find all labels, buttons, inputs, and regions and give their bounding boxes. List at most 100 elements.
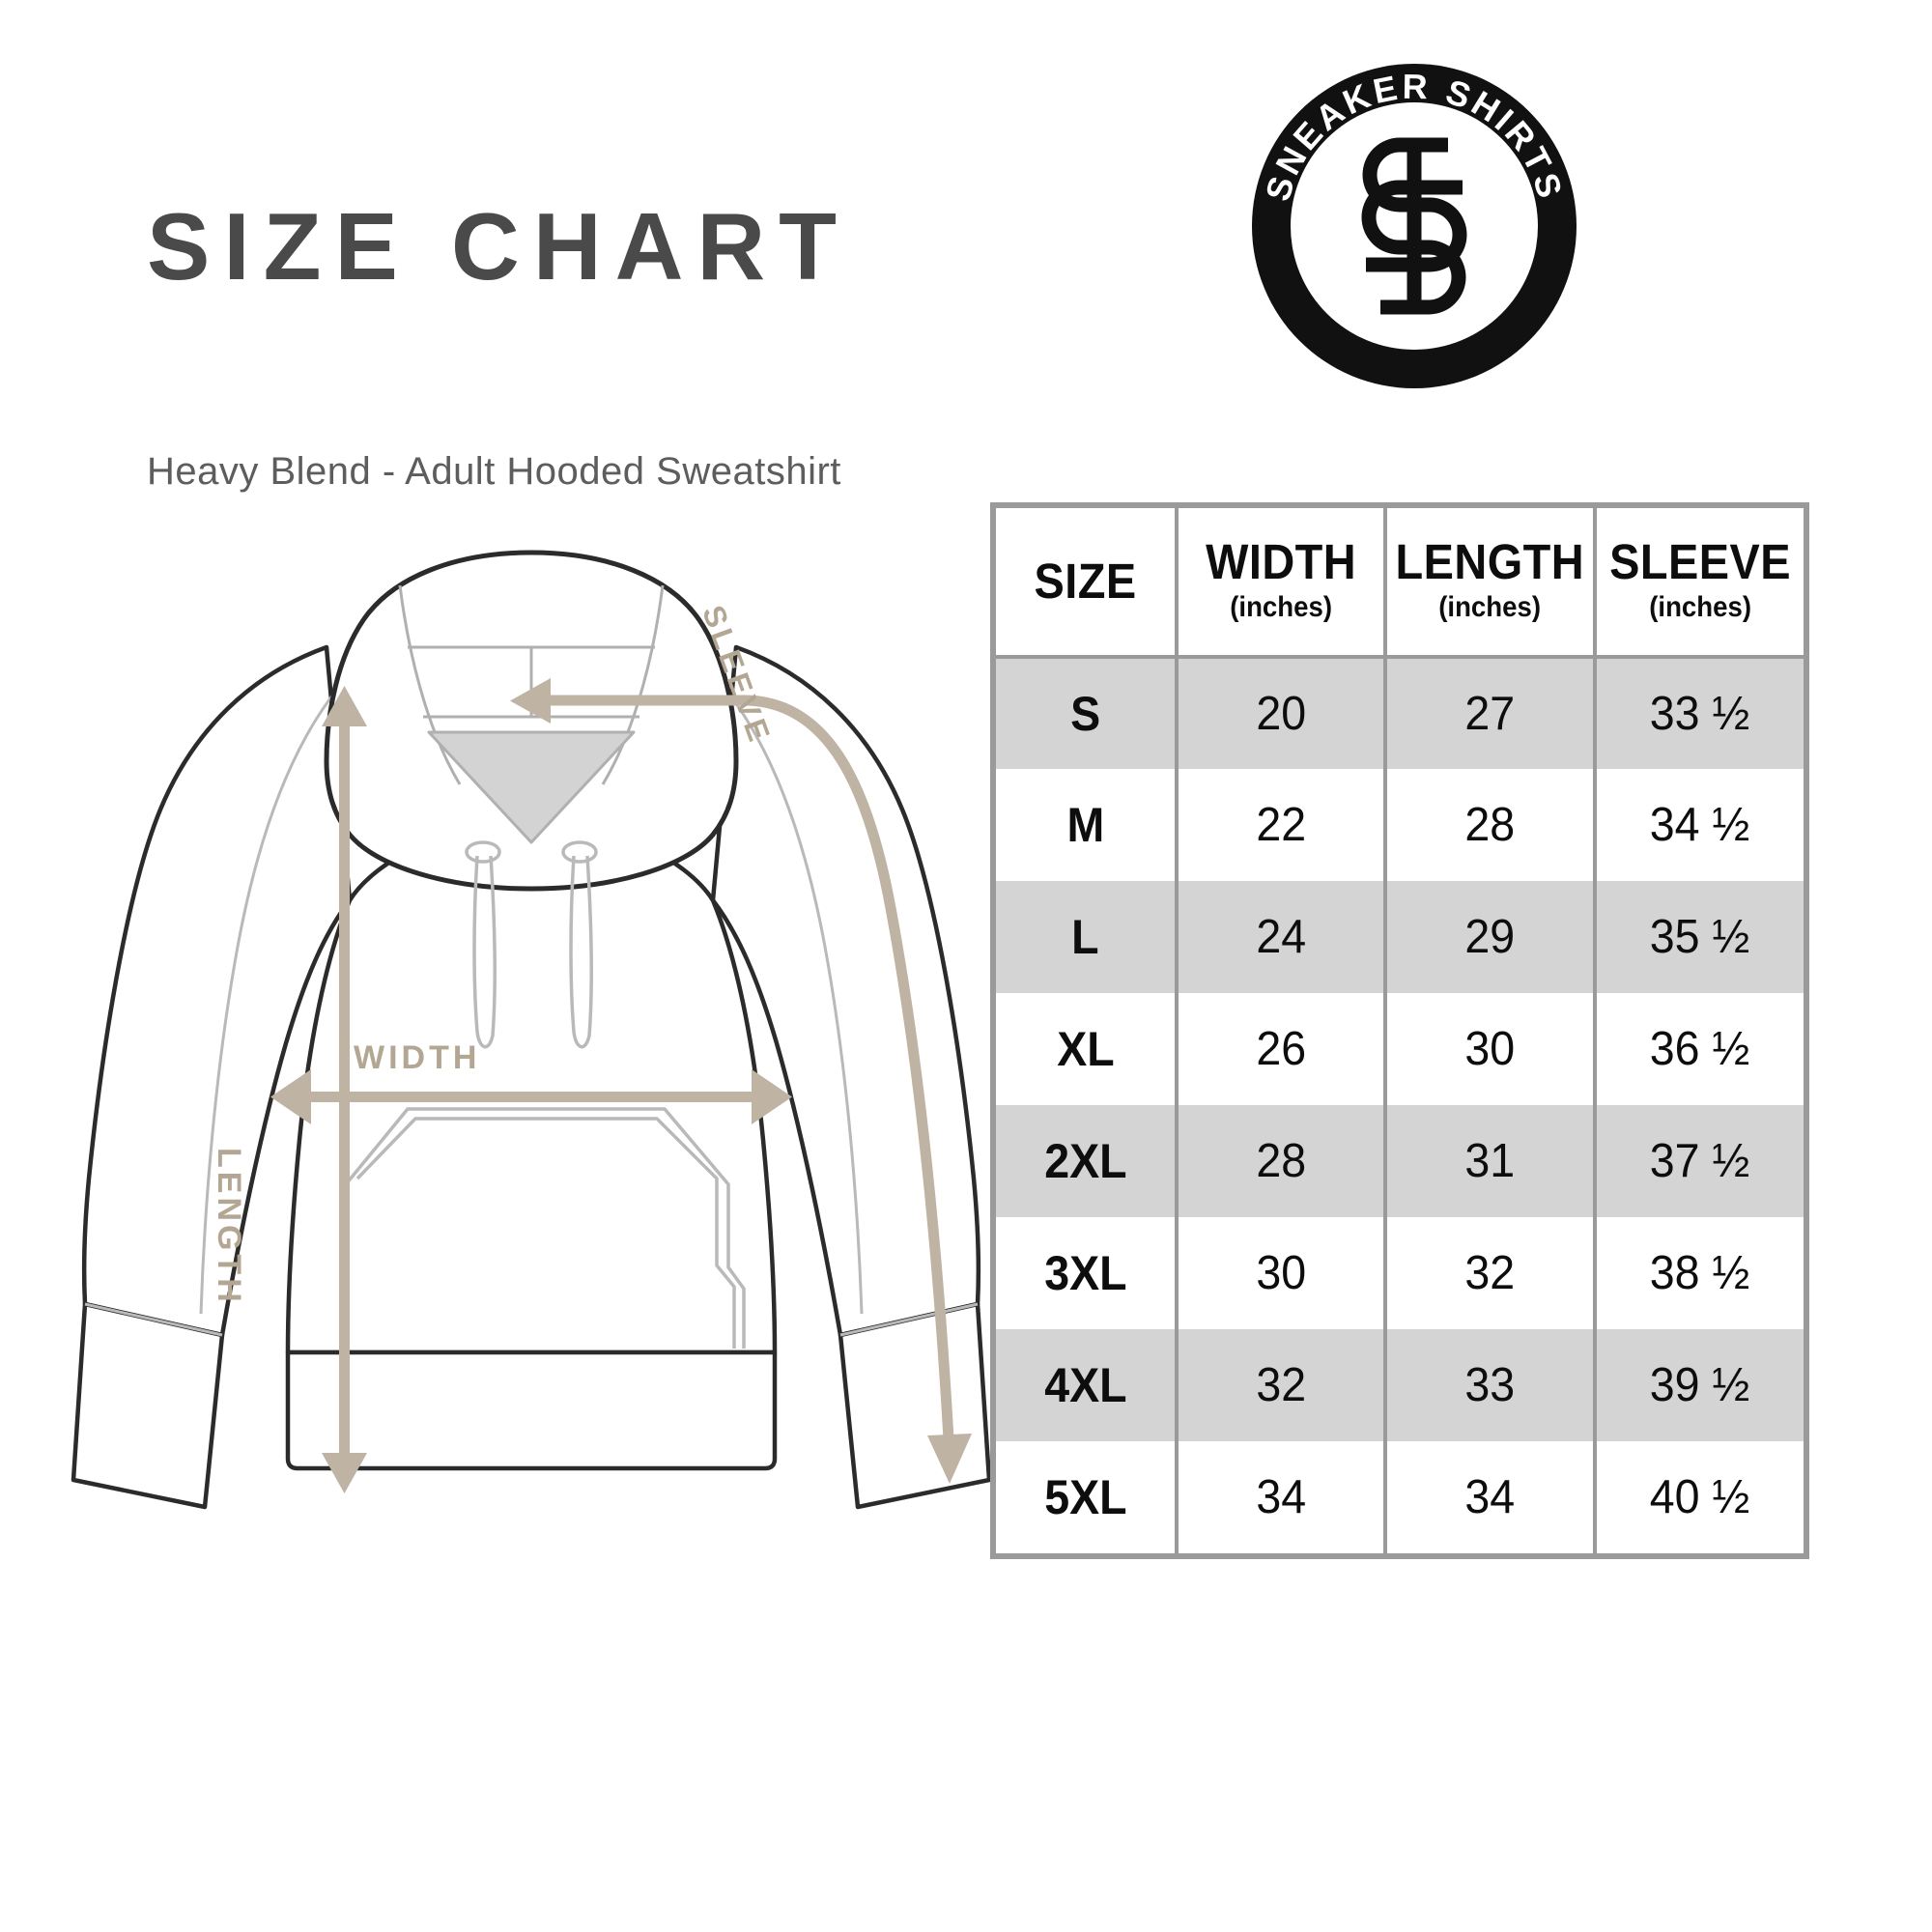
column-header-width: WIDTH (inches): [1177, 508, 1388, 659]
row-size-value: L: [1071, 910, 1099, 964]
length-arrow: [322, 686, 367, 1493]
row-length-cell: 34: [1385, 1441, 1597, 1553]
table-row: S 20 27 33 ½: [996, 657, 1804, 769]
row-size-cell: L: [996, 881, 1179, 993]
brand-logo: SNEAKER SHIRTS OUTLET.COM: [1250, 62, 1578, 390]
row-length-value: 30: [1464, 1023, 1516, 1075]
table-row: L 24 29 35 ½: [996, 881, 1804, 993]
row-width-cell: 22: [1177, 769, 1388, 881]
row-length-value: 31: [1464, 1135, 1516, 1187]
width-label: WIDTH: [354, 1039, 481, 1076]
row-width-value: 34: [1256, 1471, 1307, 1523]
row-length-cell: 27: [1385, 657, 1597, 769]
row-sleeve-cell: 33 ½: [1594, 657, 1804, 769]
column-header-width-unit: (inches): [1230, 591, 1333, 624]
row-length-value: 28: [1464, 799, 1516, 851]
column-header-sleeve-main: SLEEVE: [1608, 534, 1791, 590]
row-sleeve-cell: 35 ½: [1594, 881, 1804, 993]
table-body: S 20 27 33 ½ M 22 28 34 ½ L 24 29 35 ½ XL 26 30 36 ½ 2XL…: [996, 657, 1804, 1553]
row-length-value: 32: [1464, 1247, 1516, 1299]
sleeve-arrow: [510, 678, 972, 1484]
kangaroo-pocket: [344, 1107, 746, 1349]
row-sleeve-value: 33 ½: [1650, 688, 1750, 740]
row-sleeve-value: 34 ½: [1650, 799, 1750, 851]
row-width-cell: 28: [1177, 1105, 1388, 1217]
row-width-value: 20: [1256, 688, 1307, 740]
table-row: XL 26 30 36 ½: [996, 993, 1804, 1105]
row-size-cell: 4XL: [996, 1329, 1179, 1441]
row-length-value: 34: [1464, 1471, 1516, 1523]
drawstrings: [465, 840, 598, 1049]
row-size-cell: S: [996, 657, 1179, 769]
right-cuff: [838, 1301, 992, 1510]
row-size-value: 3XL: [1043, 1246, 1127, 1300]
row-size-value: M: [1066, 798, 1104, 852]
row-sleeve-value: 38 ½: [1650, 1247, 1750, 1299]
table-header: SIZE WIDTH (inches) LENGTH (inches) SLEE…: [996, 508, 1804, 659]
row-length-cell: 28: [1385, 769, 1597, 881]
column-header-length-main: LENGTH: [1395, 534, 1585, 590]
row-length-cell: 31: [1385, 1105, 1597, 1217]
row-width-value: 30: [1256, 1247, 1307, 1299]
row-width-cell: 20: [1177, 657, 1388, 769]
logo-monogram-icon: [1361, 137, 1467, 315]
row-sleeve-cell: 34 ½: [1594, 769, 1804, 881]
table-row: 4XL 32 33 39 ½: [996, 1329, 1804, 1441]
column-header-sleeve: SLEEVE (inches): [1594, 508, 1804, 659]
left-cuff: [71, 1301, 225, 1510]
row-sleeve-value: 36 ½: [1650, 1023, 1750, 1075]
row-sleeve-value: 37 ½: [1650, 1135, 1750, 1187]
size-table-grid: SIZE WIDTH (inches) LENGTH (inches) SLEE…: [996, 508, 1804, 1553]
row-sleeve-value: 39 ½: [1650, 1359, 1750, 1411]
column-header-size: SIZE: [996, 508, 1179, 659]
row-width-value: 32: [1256, 1359, 1307, 1411]
column-header-sleeve-unit: (inches): [1648, 591, 1751, 624]
measurement-arrows: [270, 678, 972, 1493]
row-width-value: 24: [1256, 911, 1307, 963]
row-size-value: 5XL: [1043, 1470, 1127, 1524]
row-width-cell: 34: [1177, 1441, 1388, 1553]
table-header-row: SIZE WIDTH (inches) LENGTH (inches) SLEE…: [996, 508, 1804, 659]
row-size-cell: 2XL: [996, 1105, 1179, 1217]
hood-inner-v: [427, 730, 636, 844]
row-width-value: 26: [1256, 1023, 1307, 1075]
row-length-value: 27: [1464, 688, 1516, 740]
row-size-cell: XL: [996, 993, 1179, 1105]
row-size-value: XL: [1056, 1022, 1115, 1076]
row-sleeve-cell: 38 ½: [1594, 1217, 1804, 1329]
page-subtitle: Heavy Blend - Adult Hooded Sweatshirt: [147, 450, 841, 493]
row-length-cell: 32: [1385, 1217, 1597, 1329]
row-size-value: 2XL: [1043, 1134, 1127, 1188]
row-sleeve-cell: 36 ½: [1594, 993, 1804, 1105]
row-sleeve-value: 35 ½: [1650, 911, 1750, 963]
table-row: 2XL 28 31 37 ½: [996, 1105, 1804, 1217]
row-length-cell: 30: [1385, 993, 1597, 1105]
row-length-cell: 29: [1385, 881, 1597, 993]
column-header-width-main: WIDTH: [1206, 534, 1357, 590]
row-width-cell: 32: [1177, 1329, 1388, 1441]
hoodie-diagram-icon: [71, 550, 992, 1510]
column-header-length: LENGTH (inches): [1385, 508, 1597, 659]
row-sleeve-cell: 39 ½: [1594, 1329, 1804, 1441]
hoodie-illustration: WIDTH LENGTH SLEEVE: [68, 502, 995, 1613]
row-size-value: 4XL: [1043, 1358, 1127, 1412]
row-size-cell: 3XL: [996, 1217, 1179, 1329]
row-size-cell: 5XL: [996, 1441, 1179, 1553]
row-width-value: 22: [1256, 799, 1307, 851]
bottom-hem: [285, 1350, 778, 1471]
row-length-value: 33: [1464, 1359, 1516, 1411]
row-size-value: S: [1070, 687, 1101, 741]
row-width-cell: 26: [1177, 993, 1388, 1105]
row-width-cell: 24: [1177, 881, 1388, 993]
length-label: LENGTH: [211, 1148, 247, 1306]
row-length-cell: 33: [1385, 1329, 1597, 1441]
row-width-value: 28: [1256, 1135, 1307, 1187]
size-table: SIZE WIDTH (inches) LENGTH (inches) SLEE…: [990, 502, 1809, 1559]
row-sleeve-value: 40 ½: [1650, 1471, 1750, 1523]
table-row: M 22 28 34 ½: [996, 769, 1804, 881]
row-size-cell: M: [996, 769, 1179, 881]
table-row: 5XL 34 34 40 ½: [996, 1441, 1804, 1553]
row-sleeve-cell: 40 ½: [1594, 1441, 1804, 1553]
row-length-value: 29: [1464, 911, 1516, 963]
